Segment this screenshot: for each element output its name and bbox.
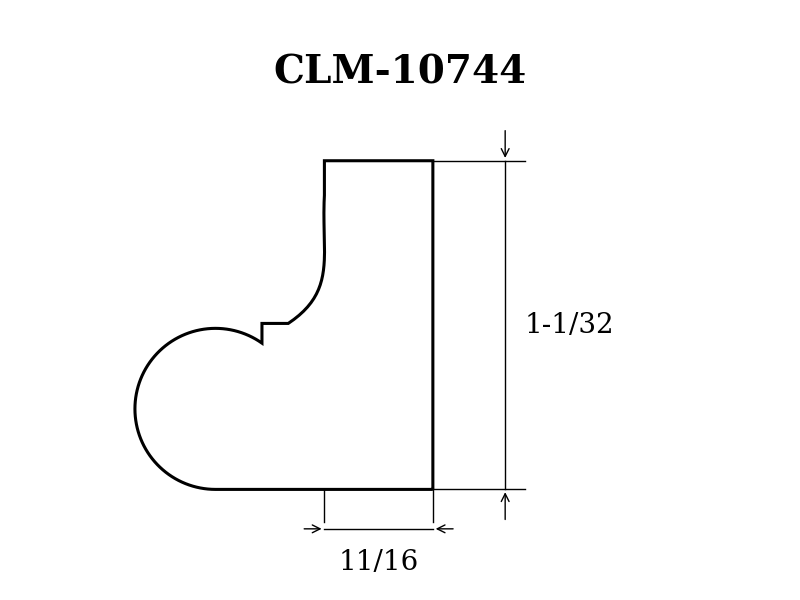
Text: CLM-10744: CLM-10744 [274,54,526,92]
Text: 1-1/32: 1-1/32 [525,311,614,338]
Text: 11/16: 11/16 [338,548,418,575]
